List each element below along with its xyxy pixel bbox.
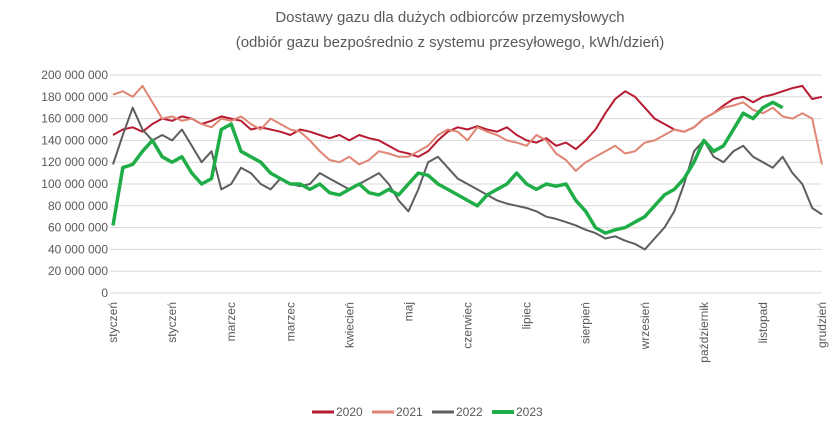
y-tick-label: 20 000 000 [48, 264, 108, 278]
y-tick-label: 80 000 000 [48, 199, 108, 213]
y-tick-label: 100 000 000 [41, 177, 108, 191]
y-tick-label: 120 000 000 [41, 155, 108, 169]
y-tick-label: 60 000 000 [48, 221, 108, 235]
y-tick-label: 160 000 000 [41, 112, 108, 126]
chart-subtitle: (odbiór gazu bezpośrednio z systemu prze… [236, 34, 665, 51]
x-tick-label: lipiec [520, 302, 534, 329]
x-tick-label: marzec [283, 302, 297, 341]
x-tick-label: marzec [224, 302, 238, 341]
legend-label: 2020 [336, 405, 363, 419]
x-tick-label: maj [401, 302, 415, 321]
chart-title: Dostawy gazu dla dużych odbiorców przemy… [275, 9, 624, 26]
x-tick-label: wrzesień [638, 302, 652, 350]
y-tick-label: 40 000 000 [48, 242, 108, 256]
x-tick-label: styczeń [165, 302, 179, 343]
series-line [111, 100, 784, 235]
legend-label: 2022 [456, 405, 483, 419]
y-tick-label: 0 [101, 286, 108, 300]
x-tick-label: kwiecień [342, 302, 356, 348]
x-tick-label: grudzień [815, 302, 829, 348]
series-line [112, 84, 823, 172]
x-tick-label: styczeń [106, 302, 120, 343]
legend-label: 2023 [516, 405, 543, 419]
y-tick-label: 180 000 000 [41, 90, 108, 104]
x-tick-label: sierpień [579, 302, 593, 344]
y-tick-label: 140 000 000 [41, 133, 108, 147]
x-tick-label: listopad [756, 302, 770, 343]
y-tick-label: 200 000 000 [41, 68, 108, 82]
x-tick-label: czerwiec [461, 302, 475, 349]
legend-label: 2021 [396, 405, 423, 419]
x-tick-label: październik [697, 301, 711, 363]
